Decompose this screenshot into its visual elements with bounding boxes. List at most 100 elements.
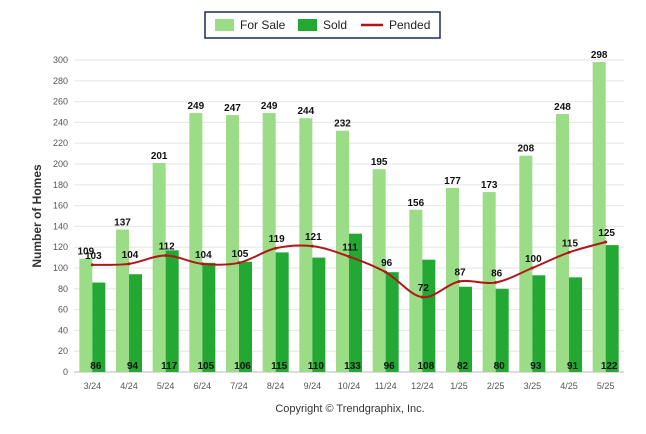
data-label-for-sale: 298 <box>591 50 608 61</box>
data-label-sold: 115 <box>271 361 288 372</box>
bar-series <box>79 62 619 373</box>
data-label-pended: 86 <box>491 269 503 280</box>
bar-sold <box>605 245 619 372</box>
pended-line-series <box>90 240 608 299</box>
pended-point <box>420 295 424 299</box>
x-tick-label: 1/25 <box>450 381 468 391</box>
y-tick-label: 260 <box>53 97 68 107</box>
data-label-for-sale: 109 <box>77 247 94 258</box>
data-label-pended: 72 <box>418 283 430 294</box>
bar-for-sale <box>446 187 459 372</box>
data-label-for-sale: 244 <box>297 106 314 117</box>
data-label-for-sale: 208 <box>517 144 534 155</box>
pended-point <box>457 280 461 284</box>
bar-sold <box>385 272 399 372</box>
bar-sold <box>129 274 142 372</box>
pended-point <box>200 262 204 266</box>
y-tick-label: 60 <box>58 305 68 315</box>
bar-for-sale <box>79 258 93 372</box>
x-tick-label: 5/24 <box>157 381 175 391</box>
bar-for-sale <box>262 113 276 372</box>
pended-point <box>127 262 131 266</box>
data-label-pended: 125 <box>598 228 615 239</box>
data-label-pended: 100 <box>525 254 542 265</box>
data-label-sold: 117 <box>161 361 178 372</box>
pended-point <box>530 266 534 270</box>
legend: For Sale Sold Pended <box>204 11 441 39</box>
data-label-for-sale: 177 <box>444 176 461 187</box>
y-tick-label: 300 <box>53 55 68 65</box>
data-label-pended: 104 <box>195 250 212 261</box>
bar-for-sale <box>556 114 569 372</box>
x-tick-label: 9/24 <box>304 381 322 391</box>
bar-sold <box>275 252 289 372</box>
data-label-pended: 87 <box>454 268 466 279</box>
data-label-for-sale: 249 <box>187 101 204 112</box>
data-label-sold: 110 <box>308 361 325 372</box>
y-tick-label: 120 <box>53 242 68 252</box>
data-label-pended: 105 <box>232 249 249 260</box>
data-label-for-sale: 156 <box>407 198 424 209</box>
axes: Number of Homes 0 20 40 60 80 100 120 140 160 180… <box>30 55 624 391</box>
bar-for-sale <box>152 162 166 372</box>
y-tick-label: 100 <box>53 263 68 273</box>
x-tick-label: 6/24 <box>194 381 212 391</box>
data-label-sold: 108 <box>417 361 434 372</box>
x-tick-label: 11/24 <box>375 381 397 391</box>
data-label-for-sale: 201 <box>151 151 168 162</box>
data-label-pended: 115 <box>562 238 579 249</box>
bar-sold <box>532 275 546 372</box>
data-label-sold: 122 <box>601 361 618 372</box>
data-label-for-sale: 249 <box>261 101 278 112</box>
data-label-sold: 94 <box>127 361 139 372</box>
data-label-for-sale: 248 <box>554 102 571 113</box>
bar-sold <box>202 262 216 372</box>
pended-point <box>494 281 498 285</box>
data-label-for-sale: 195 <box>371 157 388 168</box>
pended-point <box>604 240 608 244</box>
bar-for-sale <box>409 209 423 372</box>
y-tick-label: 200 <box>53 159 68 169</box>
legend-swatch-for-sale <box>215 19 234 31</box>
y-tick-label: 160 <box>53 201 68 211</box>
pended-point <box>164 254 168 258</box>
data-label-pended: 121 <box>305 232 322 243</box>
x-tick-label: 8/24 <box>267 381 285 391</box>
pended-point <box>384 270 388 274</box>
bar-sold <box>92 282 106 372</box>
pended-point <box>274 246 278 250</box>
y-tick-label: 20 <box>58 346 68 356</box>
data-label-for-sale: 232 <box>334 119 351 130</box>
legend-label-sold: Sold <box>323 18 347 32</box>
bar-sold <box>349 233 362 372</box>
data-label-sold: 86 <box>90 361 102 372</box>
pended-point <box>347 255 351 259</box>
bar-sold <box>312 257 326 372</box>
bar-sold <box>459 286 472 372</box>
legend-box <box>204 11 441 39</box>
x-tick-label: 5/25 <box>597 381 615 391</box>
bar-for-sale <box>336 130 349 372</box>
bar-sold <box>495 288 509 372</box>
pended-point <box>310 244 314 248</box>
bar-for-sale <box>519 155 533 372</box>
bar-for-sale <box>189 113 203 372</box>
data-label-sold: 105 <box>197 361 214 372</box>
bar-sold <box>422 259 436 372</box>
y-axis-title: Number of Homes <box>30 164 44 268</box>
legend-swatch-sold <box>298 19 317 31</box>
data-label-sold: 96 <box>384 361 396 372</box>
x-tick-label: 12/24 <box>411 381 434 391</box>
x-tick-label: 2/25 <box>487 381 505 391</box>
data-label-pended: 103 <box>85 251 102 262</box>
data-label-for-sale: 173 <box>481 180 498 191</box>
data-label-sold: 93 <box>530 361 542 372</box>
data-label-pended: 112 <box>159 242 176 253</box>
pended-point <box>90 263 94 267</box>
data-label-sold: 133 <box>344 361 361 372</box>
y-tick-label: 140 <box>53 221 68 231</box>
pended-point <box>567 250 571 254</box>
y-tick-label: 0 <box>63 367 68 377</box>
